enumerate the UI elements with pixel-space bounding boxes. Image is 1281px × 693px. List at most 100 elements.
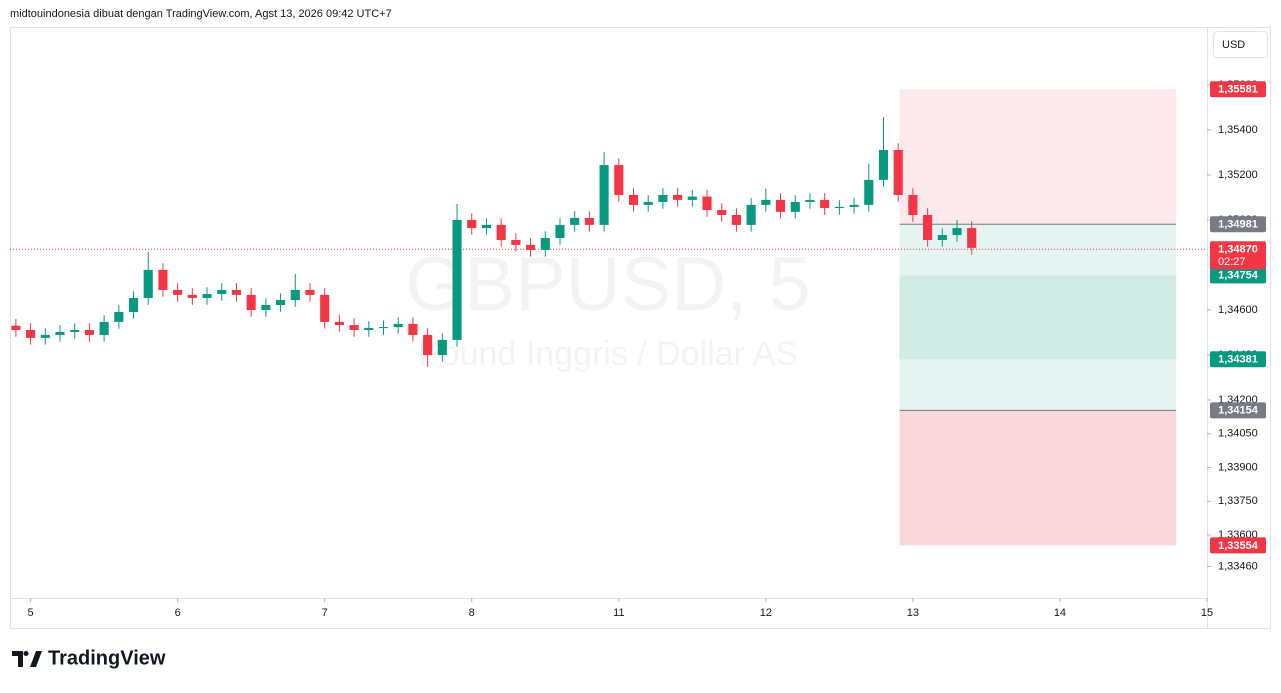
x-tick-label: 13: [907, 607, 919, 619]
candle-body: [687, 196, 697, 200]
candle-body: [702, 196, 712, 211]
candle-body: [290, 289, 300, 301]
candle-body: [717, 210, 727, 216]
last-price-box: [1210, 241, 1266, 270]
watermark-symbol: GBPUSD, 5: [405, 242, 810, 327]
candle-body: [70, 330, 80, 333]
candle-body: [84, 330, 94, 335]
x-tick-label: 8: [469, 607, 475, 619]
y-tick-label: 1,34050: [1218, 428, 1258, 440]
candle-body: [378, 327, 389, 329]
background-layer: GBPUSD, 5 Pound Inggris / Dollar AS: [10, 89, 1207, 546]
position-zone: [899, 275, 1177, 360]
candle-body: [584, 217, 594, 225]
candle-body: [599, 165, 609, 225]
y-tick-label: 1,34600: [1218, 304, 1258, 316]
candle-body: [55, 332, 65, 335]
candle-body: [320, 294, 330, 322]
candle-body: [893, 149, 903, 195]
candle-body: [555, 224, 565, 238]
price-label-box: [1210, 537, 1266, 554]
price-label-box: [1210, 351, 1266, 368]
candle-body: [923, 215, 933, 240]
candle-body: [305, 289, 315, 295]
price-label: 1,34754: [1218, 270, 1259, 282]
candle-body: [967, 228, 977, 248]
brand-logo: [12, 651, 42, 667]
position-zone: [899, 410, 1177, 546]
candle-body: [217, 289, 227, 294]
main-layer: [11, 116, 977, 367]
candle-body: [408, 323, 418, 335]
candle-body: [276, 300, 286, 306]
x-tick-label: 5: [28, 607, 34, 619]
candle-body: [423, 334, 433, 355]
candle-body: [673, 194, 683, 200]
y-tick-label: 1,35200: [1218, 169, 1258, 181]
candle-body: [246, 294, 256, 310]
candle-body: [864, 179, 874, 205]
candle-body: [820, 199, 830, 209]
price-label-box: [1210, 216, 1266, 233]
candle-body: [849, 204, 859, 207]
y-tick-label: 1,35400: [1218, 124, 1258, 136]
header: midtouindonesia dibuat dengan TradingVie…: [10, 8, 392, 20]
candle-body: [614, 165, 624, 195]
chart-frame: [10, 27, 1271, 629]
candle-body: [114, 312, 124, 322]
y-tick-label: 1,33900: [1218, 461, 1258, 473]
candle-body: [393, 323, 403, 328]
candle-body: [349, 325, 359, 331]
price-label-box: [1210, 81, 1266, 98]
candle-body: [99, 321, 109, 335]
candle-body: [231, 289, 242, 295]
y-tick-label: 1,33460: [1218, 560, 1258, 572]
candle-body: [952, 228, 962, 236]
position-zone: [899, 89, 1177, 225]
countdown-label: 02:27: [1218, 256, 1246, 268]
x-tick-label: 12: [760, 607, 772, 619]
candle-body: [364, 327, 374, 331]
candle-body: [805, 199, 815, 202]
candle-body: [143, 269, 153, 299]
candle-body: [26, 330, 36, 338]
price-label: 1,34154: [1218, 405, 1259, 417]
x-tick-label: 7: [322, 607, 328, 619]
candle-body: [643, 201, 653, 205]
candle-body: [261, 305, 271, 310]
axis-layer: 1,356001,354001,352001,350001,346001,344…: [28, 79, 1266, 619]
candle-body: [334, 321, 344, 326]
price-label: 1,34981: [1218, 219, 1258, 231]
price-label-box: [1210, 402, 1266, 419]
x-tick-label: 14: [1054, 607, 1066, 619]
price-label-box: [1210, 267, 1266, 284]
watermark-name: Pound Inggris / Dollar AS: [418, 335, 798, 373]
currency-label: USD: [1222, 39, 1245, 51]
x-tick-label: 6: [175, 607, 181, 619]
candle-body: [128, 298, 139, 312]
candle-body: [187, 294, 197, 299]
candle-body: [481, 224, 492, 229]
currency-button[interactable]: [1213, 31, 1268, 58]
y-tick-label: 1,33750: [1218, 495, 1258, 507]
candle-body: [731, 215, 741, 225]
price-label: 1,34381: [1218, 354, 1258, 366]
candle-body: [761, 199, 771, 205]
candle-body: [834, 206, 844, 209]
candle-body: [437, 339, 447, 355]
x-tick-label: 15: [1201, 607, 1213, 619]
candle-body: [173, 289, 183, 295]
candle-body: [496, 224, 506, 240]
candle-body: [878, 149, 889, 180]
candle-body: [511, 239, 521, 245]
candle-body: [467, 219, 477, 229]
candle-body: [40, 334, 50, 338]
x-tick-label: 11: [613, 607, 624, 619]
candle-body: [11, 325, 21, 331]
price-label: 1,35581: [1218, 84, 1258, 96]
brand-name: TradingView: [48, 647, 166, 669]
candle-body: [775, 199, 786, 212]
candle-body: [658, 194, 668, 202]
candle-body: [570, 217, 580, 225]
